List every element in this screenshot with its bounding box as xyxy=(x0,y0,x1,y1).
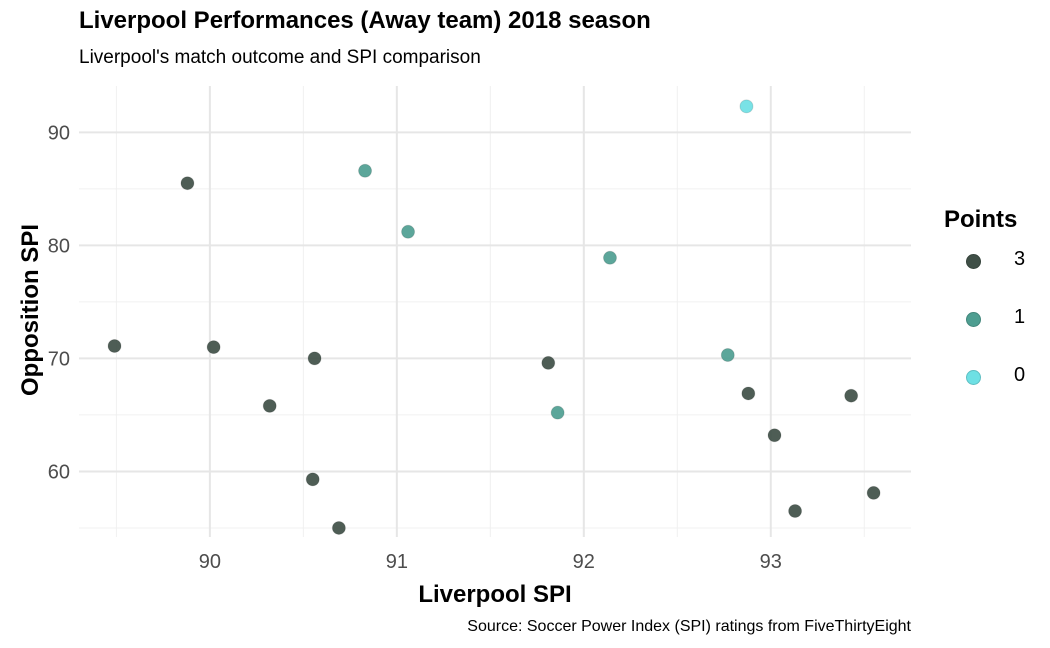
y-tick-label: 80 xyxy=(48,235,70,257)
data-point-points-1 xyxy=(401,224,416,239)
data-point-points-3 xyxy=(541,355,556,370)
data-point-points-3 xyxy=(307,351,322,366)
chart-subtitle: Liverpool's match outcome and SPI compar… xyxy=(79,47,481,68)
data-point-points-0 xyxy=(739,99,754,114)
legend: Points 3 1 0 xyxy=(944,206,1044,426)
y-tick-label: 60 xyxy=(48,461,70,483)
major-gridlines xyxy=(79,86,911,537)
data-point-points-3 xyxy=(741,386,756,401)
legend-key-0 xyxy=(966,370,981,385)
data-points xyxy=(107,99,881,535)
y-tick-label: 90 xyxy=(48,122,70,144)
y-tick-labels: 60 70 80 90 xyxy=(48,122,70,483)
data-point-points-3 xyxy=(206,340,221,355)
data-point-points-1 xyxy=(602,250,617,265)
legend-label-0: 0 xyxy=(1014,364,1026,386)
data-point-points-3 xyxy=(767,428,782,443)
x-tick-labels: 90 91 92 93 xyxy=(199,551,782,573)
legend-key-1 xyxy=(966,312,981,327)
legend-title: Points xyxy=(944,206,1018,233)
legend-item-0: 0 xyxy=(944,364,1044,426)
data-point-points-3 xyxy=(180,176,195,191)
data-point-points-1 xyxy=(358,163,373,178)
data-point-points-3 xyxy=(107,338,122,353)
x-tick-label: 92 xyxy=(573,551,595,573)
legend-item-1: 1 xyxy=(944,306,1044,368)
x-axis-label: Liverpool SPI xyxy=(418,581,571,608)
data-point-points-3 xyxy=(866,485,881,500)
data-point-points-3 xyxy=(262,398,277,413)
minor-gridlines xyxy=(79,86,911,537)
legend-label-3: 3 xyxy=(1014,248,1026,270)
x-tick-label: 93 xyxy=(760,551,782,573)
data-point-points-1 xyxy=(550,405,565,420)
legend-item-3: 3 xyxy=(944,248,1044,310)
x-tick-label: 91 xyxy=(386,551,408,573)
y-axis-label: Opposition SPI xyxy=(17,224,44,396)
data-point-points-3 xyxy=(305,472,320,487)
legend-key-3 xyxy=(966,254,981,269)
chart-caption: Source: Soccer Power Index (SPI) ratings… xyxy=(467,618,911,635)
data-point-points-3 xyxy=(844,388,859,403)
legend-label-1: 1 xyxy=(1014,306,1026,328)
data-point-points-3 xyxy=(331,520,346,535)
chart-title: Liverpool Performances (Away team) 2018 … xyxy=(79,7,651,34)
x-tick-label: 90 xyxy=(199,551,221,573)
data-point-points-3 xyxy=(788,504,803,519)
y-tick-label: 70 xyxy=(48,348,70,370)
data-point-points-1 xyxy=(720,348,735,363)
